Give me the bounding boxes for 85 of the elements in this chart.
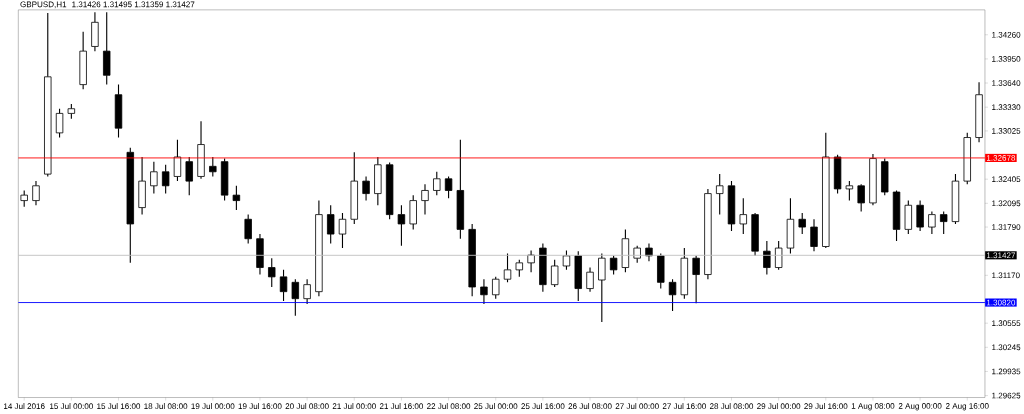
- candlestick: [173, 139, 182, 182]
- candlestick: [928, 211, 936, 235]
- candlestick: [539, 242, 547, 293]
- candlestick: [32, 180, 40, 206]
- candlestick: [786, 197, 795, 255]
- candlestick: [374, 156, 382, 206]
- candlestick: [598, 253, 606, 323]
- ref-line-label: 1.31427: [986, 252, 1016, 259]
- candlestick: [715, 173, 724, 216]
- y-tick-label: 1.33025: [992, 128, 1021, 134]
- x-tick-label: 19 Jul 00:00: [191, 403, 235, 410]
- candlestick: [527, 249, 535, 273]
- y-tick-label: 1.33330: [992, 104, 1021, 111]
- x-tick-label: 27 Jul 16:00: [662, 403, 706, 410]
- x-tick-label: 26 Jul 08:00: [568, 403, 612, 410]
- candlestick: [397, 204, 406, 247]
- candlestick: [810, 218, 818, 252]
- x-tick-label: 2 Aug 16:00: [945, 403, 989, 411]
- x-tick-label: 27 Jul 00:00: [615, 403, 659, 410]
- x-tick-label: 29 Jul 16:00: [804, 403, 848, 410]
- candlestick: [315, 200, 323, 298]
- x-tick-label: 21 Jul 16:00: [379, 403, 424, 410]
- y-tick-label: 1.29625: [992, 392, 1021, 399]
- candlestick: [692, 255, 700, 305]
- y-tick-label: 1.33950: [992, 56, 1021, 62]
- candlestick: [668, 278, 677, 312]
- candlestick: [350, 151, 358, 225]
- candlestick: [975, 81, 983, 143]
- candlestick: [362, 176, 370, 202]
- candlestick: [763, 240, 771, 276]
- candlestick: [79, 31, 87, 90]
- y-tick-label: 1.30555: [992, 320, 1021, 327]
- candlestick: [456, 139, 465, 240]
- x-tick-label: 25 Jul 00:00: [474, 403, 518, 410]
- ref-line-label: 1.32678: [986, 155, 1016, 161]
- x-tick-label: 19 Jul 16:00: [238, 403, 282, 410]
- x-tick-label: 29 Jul 00:00: [757, 403, 801, 410]
- candlestick: [869, 153, 877, 206]
- candlestick: [338, 212, 347, 249]
- candlestick: [91, 11, 99, 52]
- y-tick-label: 1.33640: [992, 80, 1021, 87]
- y-tick-label: 1.31170: [992, 272, 1020, 279]
- x-tick-label: 21 Jul 00:00: [332, 403, 376, 410]
- y-tick-label: 1.32095: [992, 200, 1021, 207]
- candlestick: [503, 253, 512, 284]
- y-tick-label: 1.29935: [992, 368, 1021, 375]
- candlestick: [232, 185, 241, 211]
- candlestick: [150, 161, 158, 195]
- x-tick-label: 22 Jul 08:00: [427, 403, 471, 410]
- candlestick: [256, 233, 264, 276]
- candlestick: [916, 200, 924, 232]
- y-tick-label: 1.31790: [992, 224, 1021, 231]
- x-tick-label: 14 Jul 2016: [3, 403, 45, 410]
- candlestick: [326, 204, 335, 245]
- candlestick: [138, 156, 146, 216]
- candlestick: [739, 197, 747, 235]
- candlestick: [197, 120, 205, 180]
- candlestick: [480, 278, 488, 305]
- candlestick: [421, 183, 429, 216]
- x-tick-label: 15 Jul 16:00: [97, 403, 141, 410]
- candlestick: [291, 278, 300, 317]
- candlestick: [822, 132, 830, 249]
- ref-line-label: 1.30820: [986, 299, 1016, 306]
- candlestick: [268, 257, 276, 288]
- chart-title: GBPUSD,H1: [20, 1, 67, 9]
- x-tick-label: 1 Aug 08:00: [851, 403, 895, 411]
- y-tick-label: 1.32405: [992, 176, 1021, 183]
- x-tick-label: 18 Jul 08:00: [144, 403, 188, 410]
- x-tick-label: 25 Jul 16:00: [521, 403, 565, 410]
- candlestick: [185, 156, 193, 196]
- candlestick: [103, 11, 111, 86]
- candlestick: [586, 267, 594, 293]
- candlestick: [114, 84, 123, 139]
- candlestick: [44, 12, 52, 178]
- chart-subtitle: 1.31426 1.31495 1.31359 1.31427: [72, 1, 195, 8]
- candlestick: [704, 188, 712, 280]
- y-tick-label: 1.34260: [992, 32, 1021, 38]
- candlestick: [751, 212, 759, 257]
- candlestick: [303, 278, 311, 305]
- candlestick: [126, 147, 135, 264]
- x-tick-label: 2 Aug 00:00: [898, 403, 942, 411]
- x-tick-label: 28 Jul 08:00: [709, 403, 754, 410]
- y-tick-label: 1.30245: [992, 344, 1021, 351]
- x-tick-label: 15 Jul 00:00: [50, 403, 93, 410]
- x-tick-label: 20 Jul 08:00: [285, 403, 329, 410]
